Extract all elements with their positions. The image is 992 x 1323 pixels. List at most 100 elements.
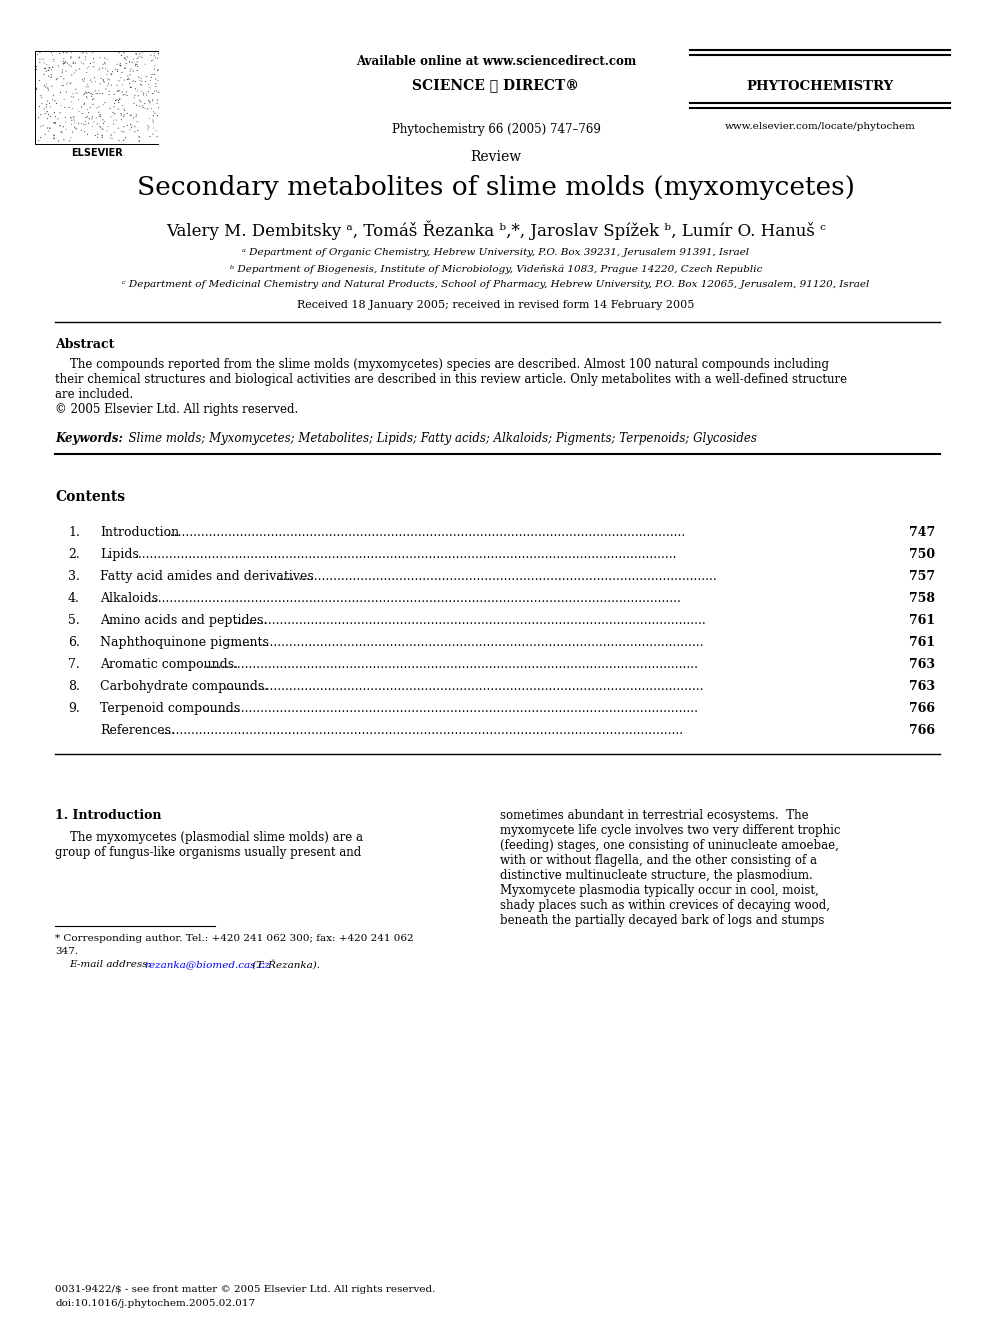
Point xyxy=(92,118,108,139)
Point xyxy=(43,106,59,127)
Point xyxy=(39,101,55,122)
Point xyxy=(113,110,129,131)
Point xyxy=(29,79,45,101)
Point xyxy=(106,114,122,135)
Point xyxy=(111,42,127,64)
Point xyxy=(53,102,68,123)
Point xyxy=(128,78,144,99)
Point xyxy=(67,53,83,74)
Point xyxy=(95,69,111,90)
Point xyxy=(102,127,118,148)
Point xyxy=(63,86,79,107)
Point xyxy=(116,106,132,127)
Point xyxy=(71,46,87,67)
Point xyxy=(64,98,80,119)
Point xyxy=(97,48,113,69)
Point xyxy=(95,70,111,91)
Point xyxy=(77,111,93,132)
Point xyxy=(75,41,91,62)
Point xyxy=(79,42,95,64)
Point xyxy=(56,53,71,74)
Point xyxy=(123,77,139,98)
Point xyxy=(116,42,132,64)
Point xyxy=(84,108,100,130)
Point xyxy=(37,103,53,124)
Text: Terpenoid compounds: Terpenoid compounds xyxy=(100,703,240,714)
Point xyxy=(44,66,60,87)
Point xyxy=(132,74,148,95)
Point xyxy=(39,61,55,82)
Point xyxy=(110,79,126,101)
Point xyxy=(96,52,112,73)
Point xyxy=(59,42,74,64)
Point xyxy=(85,56,101,77)
Point xyxy=(138,83,154,105)
Point xyxy=(139,66,155,87)
Point xyxy=(77,46,93,67)
Point xyxy=(68,60,84,81)
Point xyxy=(35,49,51,70)
Point xyxy=(145,110,161,131)
Point xyxy=(129,52,145,73)
Point xyxy=(109,81,125,102)
Text: Lipids: Lipids xyxy=(100,548,139,561)
Point xyxy=(114,62,130,83)
Point xyxy=(71,48,87,69)
Point xyxy=(92,83,108,105)
Point xyxy=(123,105,139,126)
Point xyxy=(40,108,56,130)
Point xyxy=(129,111,145,132)
Point xyxy=(95,110,111,131)
Point xyxy=(55,62,70,83)
Point xyxy=(92,57,108,78)
Point xyxy=(110,98,126,119)
Point xyxy=(41,105,57,126)
Point xyxy=(145,83,161,105)
Point xyxy=(57,89,72,110)
Text: ................................................................................: ........................................… xyxy=(151,591,682,605)
Point xyxy=(115,85,131,106)
Point xyxy=(84,86,100,107)
Point xyxy=(71,58,87,79)
Point xyxy=(86,111,102,132)
Text: Review: Review xyxy=(470,149,522,164)
Point xyxy=(46,50,62,71)
Point xyxy=(47,102,62,123)
Point xyxy=(40,90,56,111)
Point xyxy=(57,97,72,118)
Text: 9.: 9. xyxy=(68,703,80,714)
Point xyxy=(142,93,158,114)
Point xyxy=(84,106,100,127)
Text: ................................................................................: ........................................… xyxy=(223,636,704,650)
Point xyxy=(84,89,100,110)
Point xyxy=(120,66,136,87)
Text: The compounds reported from the slime molds (myxomycetes) species are described.: The compounds reported from the slime mo… xyxy=(55,359,847,415)
Point xyxy=(42,118,58,139)
Point xyxy=(116,98,132,119)
Point xyxy=(111,70,127,91)
Point xyxy=(114,120,130,142)
Point xyxy=(150,70,166,91)
Point xyxy=(130,85,146,106)
Point xyxy=(145,90,161,111)
Text: www.elsevier.com/locate/phytochem: www.elsevier.com/locate/phytochem xyxy=(724,122,916,131)
Point xyxy=(117,58,133,79)
Point xyxy=(119,115,135,136)
Point xyxy=(109,74,125,95)
Point xyxy=(63,46,79,67)
Point xyxy=(86,67,102,89)
Point xyxy=(141,74,157,95)
Point xyxy=(116,116,132,138)
Point xyxy=(117,48,133,69)
Point xyxy=(53,95,68,116)
Text: 3.: 3. xyxy=(68,570,80,583)
Point xyxy=(40,60,56,81)
Point xyxy=(52,115,67,136)
Point xyxy=(63,107,79,128)
Point xyxy=(51,56,66,77)
Point xyxy=(140,115,156,136)
Point xyxy=(77,49,93,70)
Point xyxy=(103,106,119,127)
Point xyxy=(103,123,119,144)
Point xyxy=(122,61,138,82)
